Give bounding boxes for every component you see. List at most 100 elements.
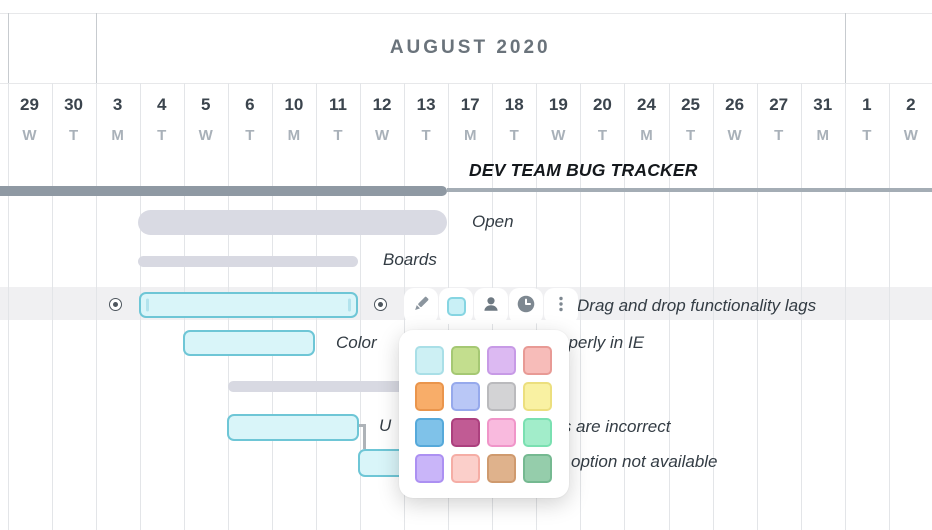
date-header-cell: 25: [681, 95, 700, 114]
date-header-cell: 26: [725, 95, 745, 114]
dependency-radio-right[interactable]: [374, 298, 387, 311]
date-header-cell: 31: [813, 95, 833, 114]
grid-line: [360, 83, 362, 530]
weekday-header-cell: W: [903, 127, 918, 144]
assign-people-button[interactable]: [474, 288, 508, 324]
grid-line: [580, 83, 582, 530]
color-swatch-option-1[interactable]: [415, 346, 444, 375]
task-bar-urls[interactable]: [227, 414, 359, 441]
more-options-dots-icon: [551, 294, 571, 319]
pencil-edit-icon: [411, 294, 431, 319]
date-header-cell: 19: [548, 95, 568, 114]
group-summary-bar[interactable]: [0, 186, 447, 196]
grid-line: [51, 83, 53, 530]
task-label: pperly in IE: [559, 333, 645, 352]
weekday-header-cell: W: [22, 127, 37, 144]
date-header-cell: 29: [20, 95, 39, 114]
grid-line: [888, 83, 890, 530]
date-header-cell: 12: [372, 95, 392, 114]
date-header-cell: 1: [862, 95, 872, 114]
task-label: Color: [336, 333, 377, 352]
task-label: Open: [472, 212, 514, 231]
date-header-cell: 24: [637, 95, 656, 114]
color-swatch-option-3[interactable]: [487, 346, 516, 375]
grid-line: [844, 83, 846, 530]
date-header-cell: 6: [245, 95, 255, 114]
weekday-header-cell: T: [333, 127, 343, 144]
schedule-time-button[interactable]: [509, 288, 543, 324]
weekday-header-cell: T: [862, 127, 872, 144]
color-swatch-option-9[interactable]: [415, 418, 444, 447]
weekday-header-cell: M: [816, 127, 830, 144]
task-bar-boards[interactable]: [138, 256, 358, 267]
weekday-header-cell: M: [640, 127, 653, 144]
color-swatch-option-13[interactable]: [415, 454, 444, 483]
task-label: ls are incorrect: [559, 417, 671, 436]
weekday-header-cell: T: [68, 127, 79, 144]
weekday-header-cell: W: [727, 127, 742, 144]
grid-line: [7, 83, 9, 530]
color-swatch-option-6[interactable]: [451, 382, 480, 411]
task-color-button[interactable]: [439, 288, 473, 324]
task-label: Drag and drop functionality lags: [577, 296, 817, 315]
weekday-header-cell: T: [774, 127, 784, 144]
color-swatch-grid: [415, 346, 552, 483]
grid-line: [624, 83, 626, 530]
month-divider-line: [7, 13, 9, 83]
color-swatch-option-5[interactable]: [415, 382, 444, 411]
date-header-cell: 20: [592, 95, 612, 114]
task-label: U: [379, 416, 392, 435]
dependency-radio-left[interactable]: [109, 298, 122, 311]
weekday-header-cell: T: [509, 127, 519, 144]
weekday-header-cell: T: [685, 127, 696, 144]
color-swatch-option-11[interactable]: [487, 418, 516, 447]
task-bar-color[interactable]: [183, 330, 315, 356]
date-header-cell: 2: [906, 95, 916, 114]
task-label: option not available: [571, 452, 718, 471]
task-bar-unlabeled-gray[interactable]: [228, 381, 558, 392]
grid-line: [800, 83, 802, 530]
bar-resize-handle-left[interactable]: [146, 298, 149, 312]
weekday-header-cell: M: [287, 127, 301, 144]
date-header-cell: 10: [284, 95, 304, 114]
weekday-header-cell: M: [463, 127, 477, 144]
project-group-title: DEV TEAM BUG TRACKER: [469, 160, 698, 180]
color-swatch-option-8[interactable]: [523, 382, 552, 411]
date-header-cell: 4: [156, 95, 167, 114]
dependency-line-horizontal: [357, 424, 366, 427]
task-label: Boards: [383, 250, 437, 269]
date-header-cell: 27: [769, 95, 789, 114]
color-swatch-option-7[interactable]: [487, 382, 516, 411]
weekday-header-cell: W: [374, 127, 390, 144]
bar-resize-handle-right[interactable]: [348, 298, 351, 312]
task-bar-open[interactable]: [138, 210, 447, 235]
color-swatch-option-12[interactable]: [523, 418, 552, 447]
month-header: AUGUST 2020: [389, 37, 551, 58]
weekday-header-cell: W: [198, 127, 213, 144]
weekday-header-cell: W: [551, 127, 566, 144]
grid-line: [756, 83, 758, 530]
weekday-header-cell: T: [157, 127, 167, 144]
color-swatch-option-4[interactable]: [523, 346, 552, 375]
date-header-cell: 17: [460, 95, 480, 114]
color-swatch-icon: [446, 296, 466, 316]
grid-line: [95, 83, 97, 530]
weekday-header-cell: T: [421, 127, 431, 144]
more-options-button[interactable]: [544, 288, 578, 324]
dependency-line-vertical: [363, 424, 366, 449]
edit-task-button[interactable]: [404, 288, 438, 324]
group-summary-extension: [447, 188, 932, 192]
color-swatch-option-16[interactable]: [523, 454, 552, 483]
color-swatch-option-14[interactable]: [451, 454, 480, 483]
date-header-cell: 18: [504, 95, 524, 114]
color-swatch-option-2[interactable]: [451, 346, 480, 375]
color-swatch-option-10[interactable]: [451, 418, 480, 447]
task-toolbar: [404, 288, 578, 324]
date-header-cell: 30: [64, 95, 84, 114]
task-bar-drag-and-drop[interactable]: [139, 292, 358, 318]
date-row-rule: [0, 83, 932, 84]
color-swatch-option-15[interactable]: [487, 454, 516, 483]
grid-line: [668, 83, 670, 530]
weekday-header-cell: T: [597, 127, 607, 144]
